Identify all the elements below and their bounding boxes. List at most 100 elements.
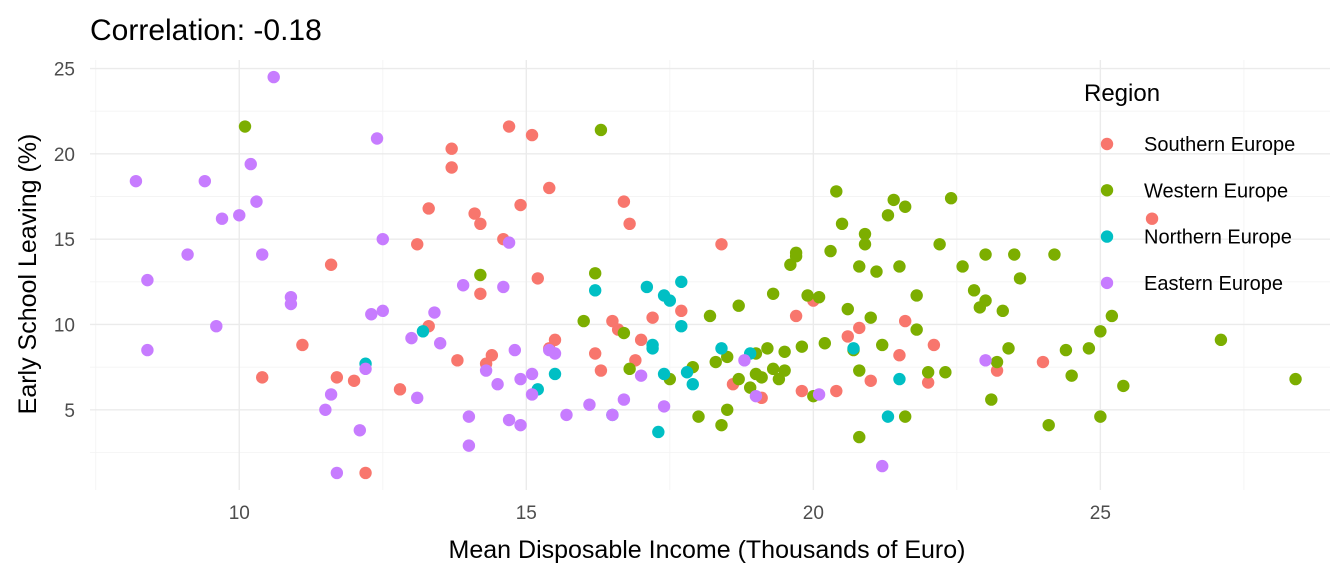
data-point — [525, 388, 539, 401]
data-point — [588, 284, 602, 297]
data-point — [858, 227, 872, 241]
data-point — [692, 410, 705, 423]
data-point — [675, 275, 688, 289]
data-point — [830, 185, 843, 198]
data-point — [893, 260, 906, 273]
legend-items: Southern Europe Western Europe Northern Eu… — [1100, 134, 1295, 295]
data-point — [795, 384, 809, 398]
data-point — [416, 325, 430, 338]
data-point — [812, 290, 826, 304]
data-point — [330, 371, 344, 384]
data-point — [560, 408, 573, 422]
data-point — [198, 174, 212, 188]
data-point — [1065, 369, 1078, 382]
data-point — [944, 192, 958, 205]
data-point — [422, 202, 435, 215]
data-point — [456, 279, 470, 292]
data-point — [910, 323, 923, 336]
data-point — [933, 238, 946, 251]
data-point — [508, 343, 522, 357]
data-point — [1042, 418, 1055, 432]
data-point — [606, 408, 619, 422]
data-point — [996, 304, 1009, 318]
data-point — [738, 354, 751, 367]
data-point — [853, 321, 866, 335]
data-point — [623, 217, 636, 231]
data-point — [284, 297, 298, 311]
data-point — [319, 403, 332, 417]
data-point — [474, 217, 487, 231]
x-axis-title: Mean Disposable Income (Thousands of Eur… — [449, 536, 966, 564]
data-point — [525, 128, 539, 142]
data-point — [927, 338, 941, 352]
data-point — [543, 181, 556, 195]
data-point — [267, 70, 280, 84]
data-point — [847, 342, 860, 355]
legend-label-northern-europe: Northern Europe — [1144, 227, 1292, 249]
data-point — [376, 232, 389, 246]
data-point — [376, 304, 389, 318]
data-point — [1059, 343, 1073, 357]
data-point — [1105, 309, 1119, 323]
data-point — [766, 362, 780, 376]
data-point — [445, 142, 458, 155]
legend-key-eastern-europe — [1100, 276, 1114, 290]
data-point — [370, 132, 384, 145]
data-point — [359, 466, 372, 480]
x-tick-label: 20 — [803, 503, 824, 524]
y-tick-label: 10 — [54, 315, 75, 336]
data-point — [956, 260, 969, 273]
data-point — [462, 410, 476, 423]
data-point — [411, 238, 424, 251]
data-point — [141, 343, 154, 357]
data-point — [588, 347, 602, 360]
data-point — [766, 287, 780, 300]
data-point — [709, 355, 722, 369]
data-point — [755, 371, 768, 384]
data-point — [514, 418, 527, 432]
data-point — [663, 294, 677, 307]
data-point — [347, 374, 361, 387]
data-points — [129, 70, 1302, 480]
data-point — [359, 362, 372, 376]
data-point — [324, 258, 338, 271]
y-tick-label: 5 — [64, 401, 75, 422]
data-point — [577, 314, 590, 328]
data-point — [939, 366, 952, 379]
data-point — [979, 294, 992, 307]
data-point — [1094, 325, 1107, 338]
data-point — [617, 195, 631, 208]
data-point — [405, 331, 418, 345]
data-point — [789, 250, 803, 263]
legend-label-western-europe: Western Europe — [1144, 180, 1288, 202]
data-point — [789, 309, 803, 323]
data-point — [497, 280, 510, 294]
data-point — [548, 367, 562, 381]
data-point — [1036, 355, 1050, 369]
data-point — [876, 459, 889, 473]
data-point — [979, 248, 992, 261]
data-point — [215, 212, 229, 225]
x-tick-label: 25 — [1090, 503, 1111, 524]
data-point — [841, 330, 854, 343]
data-point — [830, 384, 843, 398]
data-point — [330, 466, 344, 480]
legend-key-southern-europe — [1100, 137, 1114, 151]
data-point — [353, 424, 367, 437]
data-point — [715, 238, 728, 251]
data-point — [531, 272, 544, 285]
data-point — [732, 299, 745, 312]
data-point — [617, 393, 631, 406]
chart-title: Correlation: -0.18 — [90, 14, 322, 47]
data-point — [634, 369, 648, 382]
data-point — [893, 372, 906, 386]
data-point — [990, 355, 1004, 369]
data-point — [181, 248, 194, 261]
data-point — [853, 364, 866, 377]
data-point — [646, 311, 659, 324]
data-point — [1145, 212, 1159, 225]
data-point — [210, 319, 223, 333]
data-point — [675, 319, 688, 333]
data-point — [588, 267, 602, 280]
